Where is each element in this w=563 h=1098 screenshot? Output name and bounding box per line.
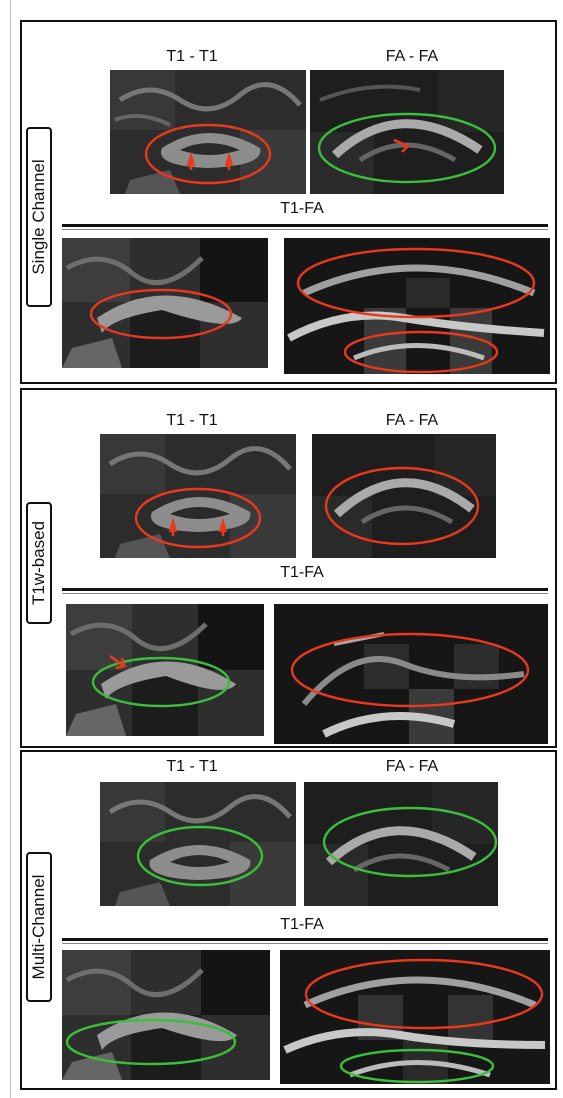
marker-ellipse: [324, 466, 480, 546]
label-t1-fa: T1-FA: [280, 200, 324, 217]
side-label-box: Single Channel: [26, 127, 52, 307]
page-margin-line: [10, 0, 11, 1098]
marker-ellipse: [136, 825, 264, 887]
brain-image-t1fa-right: [274, 604, 548, 744]
label-t1-t1: T1 - T1: [166, 758, 218, 775]
label-fa-fa: FA - FA: [385, 48, 439, 65]
divider-rule: [62, 588, 548, 594]
brain-image-fa: [304, 782, 498, 906]
side-label: T1w-based: [29, 520, 48, 606]
side-label-box: T1w-based: [26, 502, 52, 624]
marker-ellipse: [290, 632, 530, 708]
label-t1-t1: T1 - T1: [166, 48, 218, 65]
panel-single-channel: Single Channel T1 - T1 FA - FA T1-FA: [20, 20, 557, 384]
marker-ellipse: [144, 123, 272, 185]
side-label-box: Multi-Channel: [26, 852, 52, 1002]
marker-ellipse: [134, 487, 262, 549]
marker-ellipse: [65, 1018, 237, 1066]
brain-image-fa: [310, 70, 504, 194]
marker-ellipse: [89, 288, 233, 340]
brain-image-t1fa-left: [62, 238, 268, 368]
panel-multi-channel: Multi-Channel T1 - T1 FA - FA T1-FA: [20, 750, 557, 1090]
divider-rule: [62, 224, 548, 230]
brain-image-t1: [110, 70, 306, 194]
label-t1-t1: T1 - T1: [166, 412, 218, 429]
label-t1-fa: T1-FA: [280, 916, 324, 933]
brain-image-t1: [100, 782, 296, 906]
brain-image-t1fa-right: [280, 950, 550, 1084]
brain-image-fa: [312, 434, 496, 558]
marker-ellipse: [304, 958, 544, 1030]
panel-t1w-based: T1w-based T1 - T1 FA - FA T1-FA: [20, 388, 557, 748]
marker-ellipse: [91, 656, 231, 708]
label-fa-fa: FA - FA: [385, 758, 439, 775]
side-label: Single Channel: [29, 159, 48, 275]
side-label: Multi-Channel: [29, 874, 48, 980]
brain-image-t1: [100, 434, 296, 558]
label-t1-fa: T1-FA: [280, 564, 324, 581]
brain-image-t1fa-left: [62, 950, 270, 1080]
marker-ellipse: [317, 112, 497, 184]
marker-ellipse: [296, 247, 536, 319]
brain-image-t1fa-left: [66, 604, 264, 736]
marker-ellipse: [343, 330, 499, 374]
marker-ellipse: [322, 806, 498, 878]
marker-ellipse: [339, 1048, 495, 1084]
divider-rule: [62, 938, 548, 944]
label-fa-fa: FA - FA: [385, 412, 439, 429]
brain-image-t1fa-right: [284, 238, 550, 374]
